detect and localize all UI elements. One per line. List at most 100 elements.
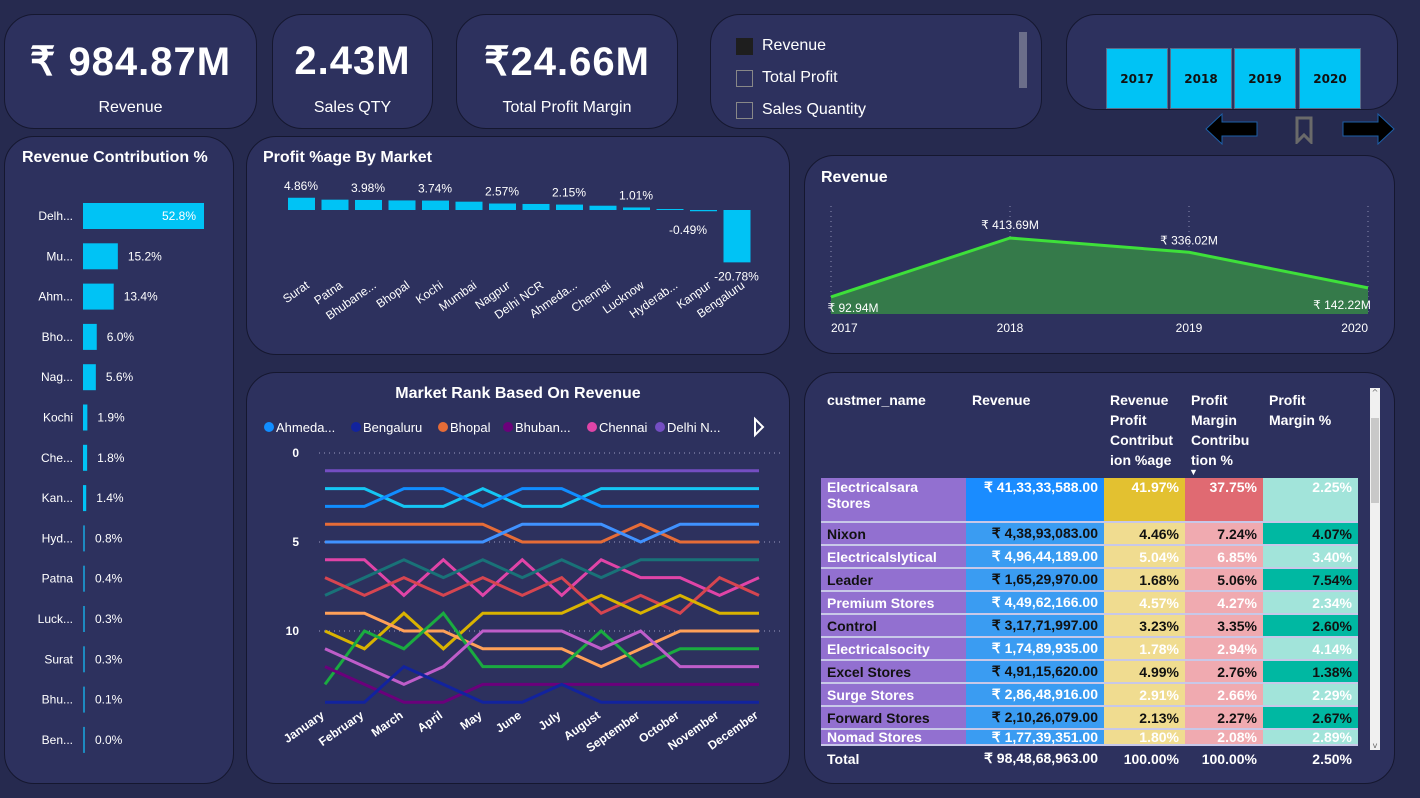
table-cell: Premium Stores	[821, 591, 966, 615]
data-label: 1.9%	[97, 411, 125, 425]
legend-marker	[503, 422, 513, 432]
table-row[interactable]: Nixon ₹ 4,38,93,083.00 4.46% 7.24% 4.07%	[821, 522, 1358, 546]
kpi-value: ₹ 984.87M	[29, 40, 232, 84]
bar	[656, 208, 684, 210]
column-header[interactable]: Profit Margin Contribu tion % ▼	[1185, 388, 1263, 478]
category-label: Ben...	[42, 733, 73, 747]
x-tick-label: March	[369, 708, 406, 740]
table-row[interactable]: Excel Stores ₹ 4,91,15,620.00 4.99% 2.76% 1.…	[821, 660, 1358, 684]
table-cell: Electricalsocity	[821, 637, 966, 661]
table-cell: 4.99%	[1104, 660, 1185, 684]
table-cell: 1.80%	[1104, 729, 1185, 746]
slicer-item-revenue[interactable]: Revenue	[736, 37, 826, 55]
x-tick-label: February	[316, 708, 366, 749]
table-cell: 5.04%	[1104, 545, 1185, 569]
legend-next-icon[interactable]	[754, 416, 765, 438]
table-cell: Electricalslytical	[821, 545, 966, 569]
scroll-down-icon[interactable]: v	[1372, 741, 1378, 750]
table-cell: 3.35%	[1185, 614, 1263, 638]
scroll-up-icon[interactable]: ^	[1371, 388, 1379, 397]
slicer-item-total-profit[interactable]: Total Profit	[736, 69, 838, 87]
table-row[interactable]: Control ₹ 3,17,71,997.00 3.23% 3.35% 2.60%	[821, 614, 1358, 638]
table-cell: Leader	[821, 568, 966, 592]
table-total-row: Total ₹ 98,48,68,963.00 100.00% 100.00% …	[821, 745, 1358, 768]
bar	[422, 200, 449, 210]
table-row[interactable]: Premium Stores ₹ 4,49,62,166.00 4.57% 4.27%…	[821, 591, 1358, 615]
column-header[interactable]: custmer_name	[827, 392, 926, 408]
data-label: ₹ 92.94M	[828, 301, 879, 315]
arrow-right-icon[interactable]	[1341, 113, 1395, 145]
year-button-2018[interactable]: 2018	[1170, 48, 1232, 109]
bar	[589, 205, 617, 210]
data-label: 4.86%	[284, 179, 318, 193]
kpi-label: Total Profit Margin	[502, 99, 632, 116]
data-label: ₹ 336.02M	[1160, 233, 1218, 247]
table-row[interactable]: Electricalsara Stores ₹ 41,33,33,588.00 41…	[821, 478, 1358, 523]
year-button-2019[interactable]: 2019	[1234, 48, 1296, 109]
arrow-left-icon[interactable]	[1205, 113, 1259, 145]
table-row[interactable]: Electricalslytical ₹ 4,96,44,189.00 5.04% 6…	[821, 545, 1358, 569]
table-cell: 2.29%	[1263, 683, 1358, 707]
table-cell: 41.97%	[1104, 478, 1185, 523]
table-row[interactable]: Nomad Stores ₹ 1,77,39,351.00 1.80% 2.08% 2.…	[821, 729, 1358, 746]
bar	[83, 726, 85, 753]
series-line-ahmedabad	[325, 487, 759, 509]
column-header[interactable]: Revenue Profit Contribut ion %age	[1110, 392, 1173, 468]
data-label: 0.1%	[95, 693, 123, 707]
data-label: 6.0%	[107, 330, 135, 344]
scrollbar-thumb[interactable]	[1371, 418, 1379, 503]
table-cell: 4.07%	[1263, 522, 1358, 546]
legend-label: Bhopal	[450, 420, 491, 435]
bar	[455, 201, 483, 210]
legend-label: Bengaluru	[363, 420, 422, 435]
column-header[interactable]: Profit Margin %	[1269, 392, 1332, 428]
kpi-label: Revenue	[98, 99, 163, 116]
table-cell: ₹ 1,74,89,935.00	[966, 637, 1104, 661]
category-label: Delh...	[38, 209, 73, 223]
bookmark-icon[interactable]	[1294, 116, 1314, 144]
scrollbar[interactable]	[1019, 32, 1027, 88]
table-row[interactable]: Forward Stores ₹ 2,10,26,079.00 2.13% 2.27%…	[821, 706, 1358, 730]
year-slicer: 2017 2018 2019 2020	[1066, 14, 1398, 110]
year-button-2020[interactable]: 2020	[1299, 48, 1361, 109]
bar	[355, 199, 382, 210]
series-line-bengaluru	[325, 664, 759, 704]
table-cell: Surge Stores	[821, 683, 966, 707]
slicer-item-sales-quantity[interactable]: Sales Quantity	[736, 101, 866, 119]
category-label: Surat	[280, 278, 312, 306]
series-line-197278	[324, 558, 759, 597]
category-label: Luck...	[38, 612, 73, 626]
x-tick-label: July	[536, 708, 564, 733]
legend-label: Delhi N...	[667, 420, 720, 435]
category-label: Kan...	[42, 491, 73, 505]
table-cell: 2.94%	[1185, 637, 1263, 661]
series-line-d64550	[324, 575, 760, 615]
column-header[interactable]: Revenue	[972, 392, 1031, 408]
legend-marker	[351, 422, 361, 432]
table-cell: 2.25%	[1263, 478, 1358, 523]
bar	[83, 243, 118, 270]
table-cell: 2.76%	[1185, 660, 1263, 684]
table-cell: Electricalsara Stores	[821, 478, 966, 523]
slicer-label: Sales Quantity	[762, 101, 867, 118]
category-label: Patna	[42, 572, 74, 586]
kpi-profit-card: ₹24.66M Total Profit Margin	[456, 14, 678, 129]
checkbox[interactable]	[736, 101, 753, 119]
checkbox[interactable]	[736, 37, 753, 55]
table-row[interactable]: Electricalsocity ₹ 1,74,89,935.00 1.78% 2.9…	[821, 637, 1358, 661]
bar	[83, 646, 85, 673]
checkbox[interactable]	[736, 69, 753, 87]
kpi-sales-qty-card: 2.43M Sales QTY	[272, 14, 433, 129]
table-cell: 3.23%	[1104, 614, 1185, 638]
table-cell: 2.60%	[1263, 614, 1358, 638]
year-button-2017[interactable]: 2017	[1106, 48, 1168, 109]
category-label: Nag...	[41, 370, 73, 384]
kpi-value: ₹24.66M	[484, 40, 650, 84]
slicer-label: Total Profit	[762, 69, 838, 86]
table-scrollbar[interactable]: ^ v	[1370, 388, 1380, 750]
x-tick-label: May	[457, 708, 484, 733]
table-row[interactable]: Leader ₹ 1,65,29,970.00 1.68% 5.06% 7.54%	[821, 568, 1358, 592]
table-row[interactable]: Surge Stores ₹ 2,86,48,916.00 2.91% 2.66% 2.…	[821, 683, 1358, 707]
legend-marker	[655, 422, 665, 432]
series-line-bhopal	[325, 522, 759, 544]
